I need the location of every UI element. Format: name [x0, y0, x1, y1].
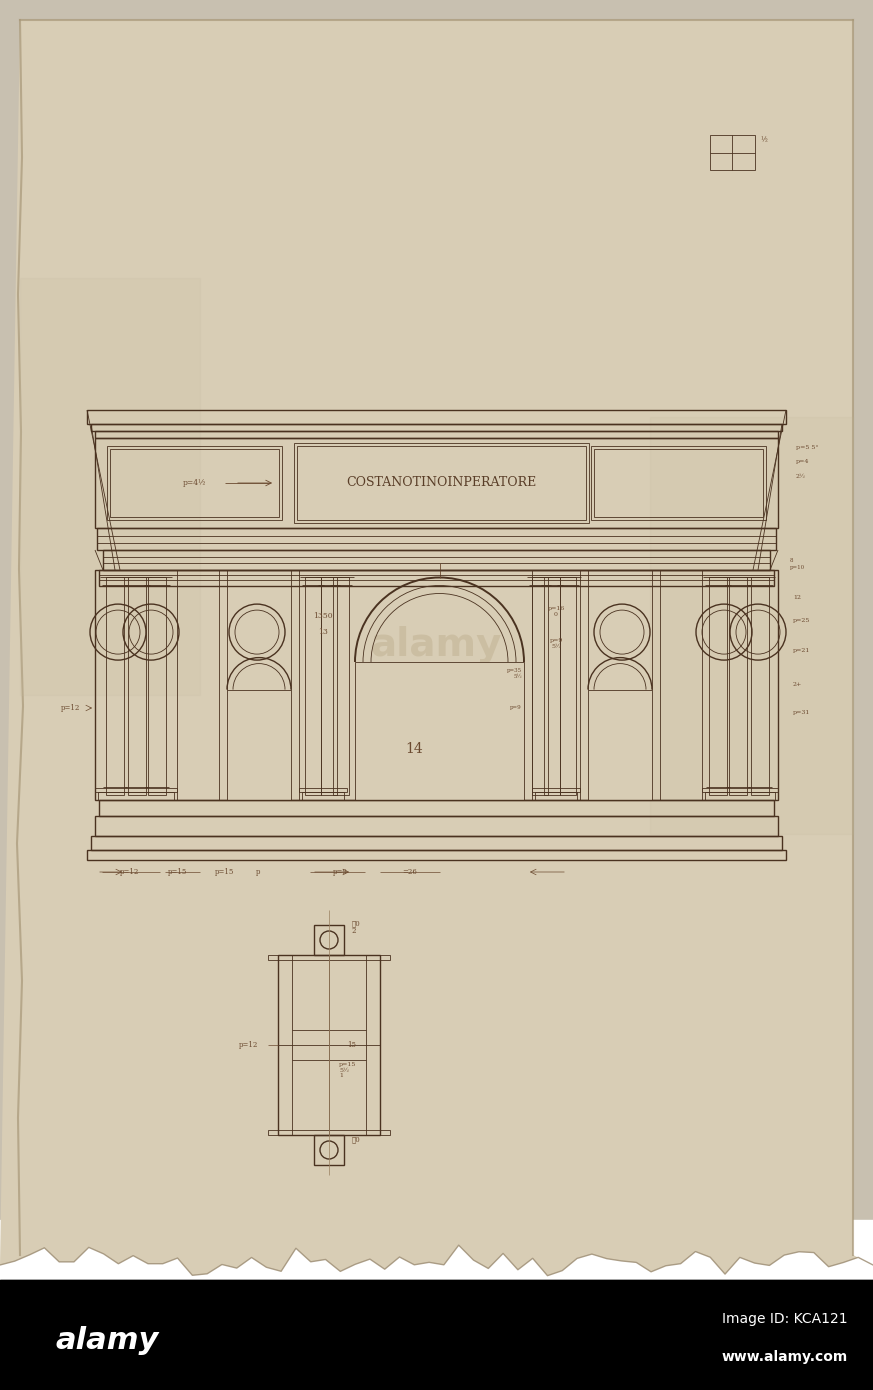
Text: p=4½: p=4½: [183, 480, 207, 486]
Bar: [709, 577, 727, 795]
Bar: [107, 446, 282, 520]
Bar: [95, 816, 778, 835]
Text: alamy: alamy: [55, 1326, 158, 1355]
Text: 12: 12: [793, 595, 801, 600]
Text: ⌢0: ⌢0: [352, 1136, 361, 1143]
Bar: [535, 792, 577, 801]
Text: alamy: alamy: [370, 626, 502, 664]
Text: p: p: [256, 867, 260, 876]
Bar: [95, 438, 778, 528]
Bar: [705, 792, 775, 801]
Text: COSTANOTINOINPERATORE: COSTANOTINOINPERATORE: [347, 477, 537, 489]
Bar: [297, 446, 586, 520]
Bar: [148, 577, 166, 795]
Bar: [106, 577, 124, 795]
Bar: [99, 801, 774, 816]
Text: p=12: p=12: [120, 867, 140, 876]
Bar: [91, 424, 782, 431]
Bar: [292, 955, 366, 1136]
Text: 15: 15: [347, 1041, 356, 1049]
Bar: [99, 570, 774, 587]
Bar: [268, 1130, 390, 1136]
Text: p=31: p=31: [793, 710, 810, 714]
Bar: [95, 431, 778, 438]
Text: 2+: 2+: [793, 682, 802, 688]
Text: p=9: p=9: [333, 867, 347, 876]
Bar: [95, 788, 177, 792]
Bar: [97, 528, 776, 550]
Text: p=35
5½: p=35 5½: [507, 669, 522, 678]
Text: =26: =26: [402, 867, 417, 876]
Text: 2: 2: [352, 927, 356, 935]
Bar: [560, 577, 576, 795]
Bar: [729, 577, 747, 795]
Text: 13: 13: [318, 628, 328, 637]
Text: p=21: p=21: [793, 648, 810, 653]
Text: p=10: p=10: [790, 564, 805, 570]
Bar: [355, 662, 524, 801]
Bar: [333, 577, 349, 795]
Text: p=9
5½: p=9 5½: [549, 638, 563, 649]
Bar: [588, 689, 652, 801]
Bar: [702, 788, 778, 792]
Text: p=16
0: p=16 0: [547, 606, 565, 617]
Bar: [305, 577, 321, 795]
Text: p=15
5½
1: p=15 5½ 1: [339, 1062, 356, 1079]
Bar: [95, 570, 778, 801]
Text: 1350: 1350: [313, 612, 333, 620]
Bar: [591, 446, 766, 520]
Bar: [302, 792, 344, 801]
Bar: [594, 449, 763, 517]
Text: p=5 5°: p=5 5°: [796, 446, 819, 450]
Bar: [91, 835, 782, 851]
Text: p=4: p=4: [796, 460, 809, 464]
Bar: [532, 788, 580, 792]
Bar: [751, 577, 769, 795]
Bar: [278, 955, 380, 1136]
Bar: [268, 955, 390, 960]
Text: ½: ½: [760, 136, 766, 145]
Text: www.alamy.com: www.alamy.com: [722, 1350, 848, 1364]
Text: p=9: p=9: [510, 706, 522, 710]
Polygon shape: [0, 19, 873, 1276]
Text: 14: 14: [406, 742, 423, 756]
Bar: [299, 788, 347, 792]
Bar: [532, 577, 548, 795]
Bar: [87, 410, 786, 424]
Text: p=15: p=15: [216, 867, 235, 876]
Text: p=15: p=15: [168, 867, 188, 876]
Bar: [98, 792, 174, 801]
Text: p=12: p=12: [238, 1041, 258, 1049]
Bar: [110, 449, 279, 517]
Bar: [128, 577, 146, 795]
Bar: [103, 550, 770, 570]
Bar: [87, 851, 786, 860]
Text: p=25: p=25: [793, 619, 810, 623]
Text: p=12: p=12: [60, 703, 80, 712]
Bar: [544, 577, 560, 795]
Text: ⌢0: ⌢0: [352, 919, 361, 927]
Text: 8: 8: [790, 557, 794, 563]
Bar: [710, 135, 755, 170]
Text: Image ID: KCA121: Image ID: KCA121: [722, 1312, 848, 1326]
Text: 2½: 2½: [796, 474, 806, 478]
Bar: [314, 1136, 344, 1165]
Bar: [321, 577, 337, 795]
Bar: [314, 924, 344, 955]
Bar: [294, 443, 589, 523]
Bar: [227, 689, 291, 801]
